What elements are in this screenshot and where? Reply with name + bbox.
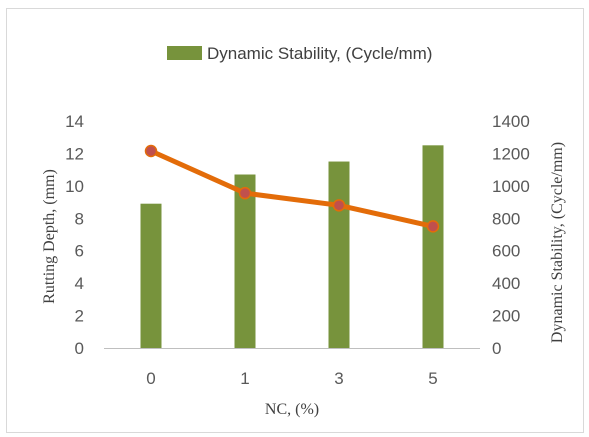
- y2-tick-label: 600: [492, 242, 520, 261]
- x-axis-title: NC, (%): [265, 401, 319, 418]
- y2-tick-label: 1400: [492, 112, 530, 131]
- y2-tick-label: 1200: [492, 144, 530, 163]
- chart-frame: [6, 8, 584, 433]
- y2-tick-label: 400: [492, 274, 520, 293]
- x-tick-label: 0: [146, 369, 155, 388]
- y-tick-label: 12: [65, 144, 84, 163]
- stability-marker-3: [332, 199, 346, 212]
- y-tick-label: 10: [65, 177, 84, 196]
- y-axis-title: Rutting Depth, (mm): [41, 169, 58, 304]
- y2-tick-label: 200: [492, 307, 520, 326]
- y-tick-label: 0: [75, 339, 84, 358]
- stability-line: [148, 148, 436, 229]
- stability-marker-5: [426, 220, 440, 233]
- y-tick-label: 14: [65, 112, 84, 131]
- y-tick-label: 8: [75, 209, 84, 228]
- legend-label: Dynamic Stability, (Cycle/mm): [207, 44, 432, 63]
- y2-axis-title: Dynamic Stability, (Cycle/mm): [549, 142, 566, 343]
- x-tick-label: 5: [428, 369, 437, 388]
- stability-marker-1: [238, 186, 252, 200]
- y2-tick-label: 1000: [492, 177, 530, 196]
- y-tick-label: 4: [75, 274, 84, 293]
- bar-3: [328, 161, 350, 348]
- bar-1: [234, 174, 256, 348]
- bar-5: [422, 145, 444, 348]
- stability-marker-0: [144, 144, 158, 158]
- x-tick-label: 3: [334, 369, 343, 388]
- y-tick-label: 6: [75, 242, 84, 261]
- legend-swatch-bar: [167, 46, 202, 60]
- legend: Dynamic Stability, (Cycle/mm): [167, 44, 432, 63]
- y2-tick-label: 800: [492, 209, 520, 228]
- y-tick-label: 2: [75, 307, 84, 326]
- bar-0: [140, 203, 162, 348]
- y2-tick-label: 0: [492, 339, 501, 358]
- plot-area: 0 2 4 6 8 10 12 14 0 200 400 600 800 1000 1200 1400 0 1 3 5: [65, 112, 530, 388]
- x-tick-label: 1: [240, 369, 249, 388]
